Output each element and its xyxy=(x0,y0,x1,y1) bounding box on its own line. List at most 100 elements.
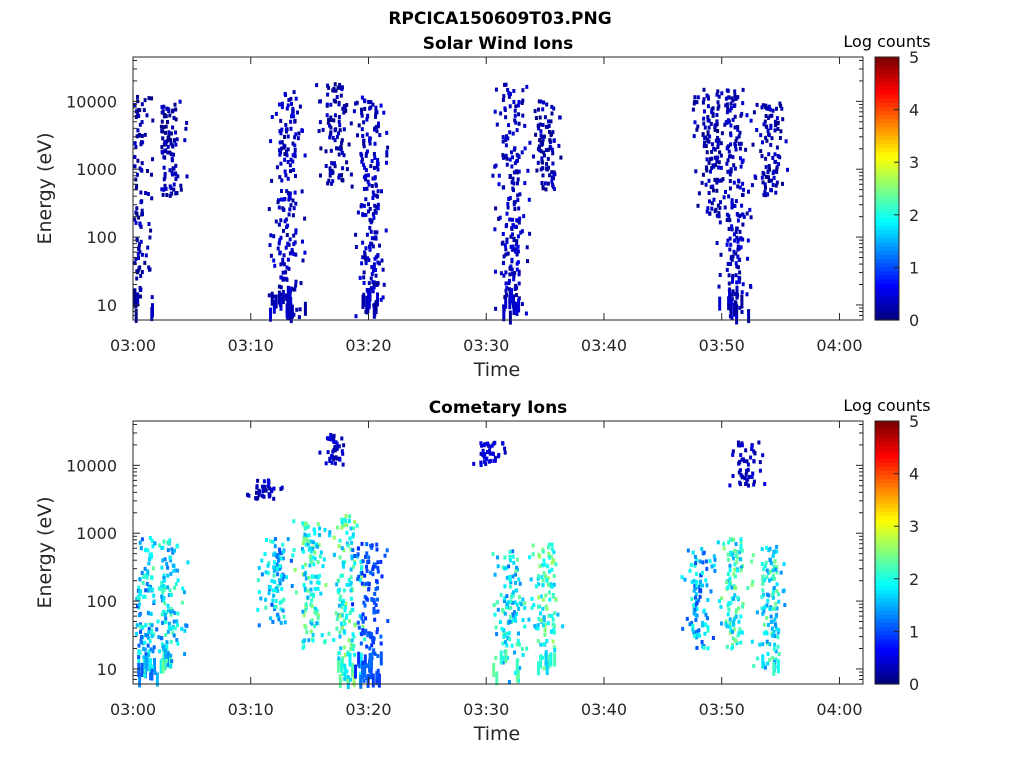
spectrogram-cell xyxy=(336,579,340,583)
spectrogram-cell xyxy=(359,674,363,689)
spectrogram-cell xyxy=(496,555,499,560)
spectrogram-cell xyxy=(520,302,524,306)
spectrogram-cell xyxy=(549,629,553,634)
spectrogram-cell xyxy=(504,224,508,229)
spectrogram-cell xyxy=(733,574,737,579)
spectrogram-cell xyxy=(509,264,513,269)
spectrogram-cell xyxy=(494,163,498,168)
colorbar-swatch xyxy=(875,307,899,313)
spectrogram-cell xyxy=(738,468,742,473)
spectrogram-cell xyxy=(374,300,378,314)
spectrogram-cell xyxy=(710,564,714,569)
spectrogram-cell xyxy=(139,239,143,244)
spectrogram-cell xyxy=(330,460,334,465)
spectrogram-cell xyxy=(503,611,507,616)
spectrogram-cell xyxy=(337,656,341,661)
spectrogram-cell xyxy=(325,102,329,107)
spectrogram-cell xyxy=(552,106,556,111)
spectrogram-cell xyxy=(357,546,360,551)
spectrogram-cell xyxy=(375,630,379,635)
spectrogram-cell xyxy=(732,622,735,627)
spectrogram-cell xyxy=(737,470,741,475)
spectrogram-cell xyxy=(728,624,732,629)
spectrogram-cell xyxy=(764,124,768,129)
spectrogram-cell xyxy=(696,632,700,637)
spectrogram-cell xyxy=(332,440,336,444)
spectrogram-cell xyxy=(312,592,315,597)
spectrogram-cell xyxy=(695,127,699,132)
spectrogram-cell xyxy=(270,178,274,183)
spectrogram-cell xyxy=(341,626,345,631)
spectrogram-cell xyxy=(732,572,736,577)
spectrogram-cell xyxy=(343,621,347,626)
spectrogram-cell xyxy=(523,123,527,128)
spectrogram-cell xyxy=(337,115,341,119)
spectrogram-cell xyxy=(544,593,548,598)
spectrogram-cell xyxy=(512,89,516,93)
spectrogram-cell xyxy=(311,547,315,551)
colorbar-swatch xyxy=(875,573,899,578)
spectrogram-cell xyxy=(545,162,549,167)
spectrogram-cell xyxy=(169,141,173,146)
spectrogram-cell xyxy=(771,591,775,596)
spectrogram-cell xyxy=(367,99,371,104)
spectrogram-cell xyxy=(328,533,332,538)
spectrogram-cell xyxy=(706,118,710,123)
spectrogram-cell xyxy=(504,288,508,293)
spectrogram-cell xyxy=(538,138,542,143)
spectrogram-cell xyxy=(503,243,507,248)
spectrogram-cell xyxy=(349,580,353,585)
spectrogram-cell xyxy=(502,599,506,604)
spectrogram-cell xyxy=(274,598,278,603)
spectrogram-cell xyxy=(353,561,357,566)
spectrogram-cell xyxy=(764,185,767,190)
spectrogram-cell xyxy=(285,303,289,318)
spectrogram-cell xyxy=(533,109,537,114)
spectrogram-cell xyxy=(301,549,305,554)
spectrogram-cell xyxy=(503,596,507,601)
spectrogram-cell xyxy=(705,150,709,155)
spectrogram-cell xyxy=(547,613,551,618)
spectrogram-cell xyxy=(279,218,283,223)
spectrogram-cell xyxy=(717,214,721,219)
spectrogram-cell xyxy=(764,103,768,108)
spectrogram-cell xyxy=(343,652,347,657)
spectrogram-cell xyxy=(380,189,383,194)
colorbar-title: Log counts xyxy=(843,32,930,51)
colorbar-swatch xyxy=(875,651,899,656)
spectrogram-cell xyxy=(762,622,766,627)
spectrogram-cell xyxy=(159,636,163,641)
spectrogram-cell xyxy=(347,519,351,524)
spectrogram-cell xyxy=(355,100,359,105)
spectrogram-cell xyxy=(760,594,764,599)
spectrogram-cell xyxy=(731,273,735,278)
spectrogram-cell xyxy=(366,664,369,668)
spectrogram-cell xyxy=(271,598,275,603)
spectrogram-cell xyxy=(140,662,144,677)
spectrogram-cell xyxy=(286,241,290,246)
spectrogram-cell xyxy=(702,116,706,121)
spectrogram-cell xyxy=(150,575,154,580)
colorbar-swatch xyxy=(875,564,899,570)
spectrogram-cell xyxy=(267,293,271,298)
spectrogram-cell xyxy=(291,153,295,158)
spectrogram-cell xyxy=(504,640,508,645)
spectrogram-cell xyxy=(174,177,178,182)
spectrogram-cell xyxy=(747,474,751,479)
spectrogram-cell xyxy=(774,567,778,572)
spectrogram-cell xyxy=(169,609,173,614)
spectrogram-cell xyxy=(293,118,297,123)
spectrogram-cell xyxy=(739,236,743,241)
colorbar-swatch xyxy=(875,135,899,140)
spectrogram-cell xyxy=(741,601,745,606)
spectrogram-cell xyxy=(280,105,284,110)
colorbar-swatch xyxy=(875,655,899,660)
spectrogram-cell xyxy=(707,191,711,195)
spectrogram-cell xyxy=(731,276,735,280)
spectrogram-cell xyxy=(508,217,512,222)
spectrogram-cell xyxy=(287,292,291,307)
spectrogram-cell xyxy=(173,626,177,631)
spectrogram-cell xyxy=(335,447,339,451)
spectrogram-cell xyxy=(749,284,753,289)
